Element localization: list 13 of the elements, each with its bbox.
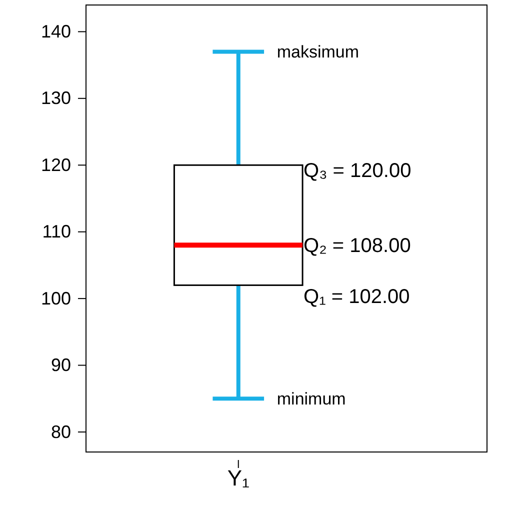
text: Q₁ = 102.00 — [304, 286, 410, 308]
text: Q₃ = 120.00 — [304, 160, 412, 182]
text: Q₂ = 108.00 — [304, 235, 411, 258]
y-tick-label: 130 — [40, 88, 71, 108]
annotation: maksimum — [276, 42, 360, 62]
y-tick-label: 110 — [42, 222, 71, 242]
x-tick-label: Y₁ — [227, 466, 250, 491]
y-tick-label: 140 — [40, 21, 71, 42]
y-tick-label: 120 — [40, 154, 71, 175]
y-tick-label: 80 — [50, 422, 71, 442]
annotation: minimum — [276, 390, 346, 409]
y-tick-label: 90 — [50, 355, 71, 376]
y-tick-label: 100 — [40, 288, 71, 308]
